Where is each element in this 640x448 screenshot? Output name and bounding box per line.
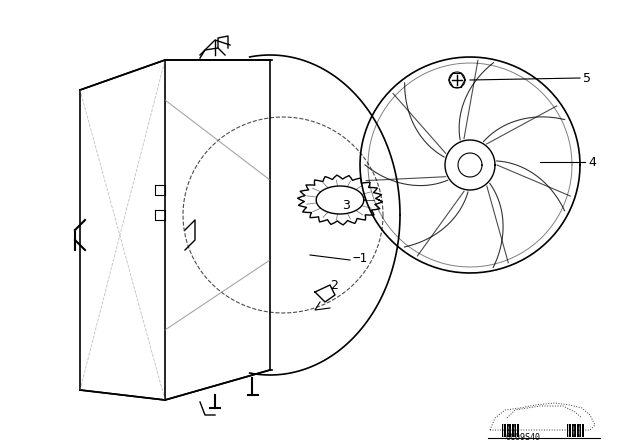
Text: 5: 5: [583, 72, 591, 85]
Text: 0C09S40: 0C09S40: [505, 433, 540, 442]
Text: 4: 4: [588, 155, 596, 168]
Text: −1: −1: [352, 251, 367, 264]
Text: 3: 3: [342, 198, 350, 211]
Text: 2: 2: [330, 279, 338, 292]
